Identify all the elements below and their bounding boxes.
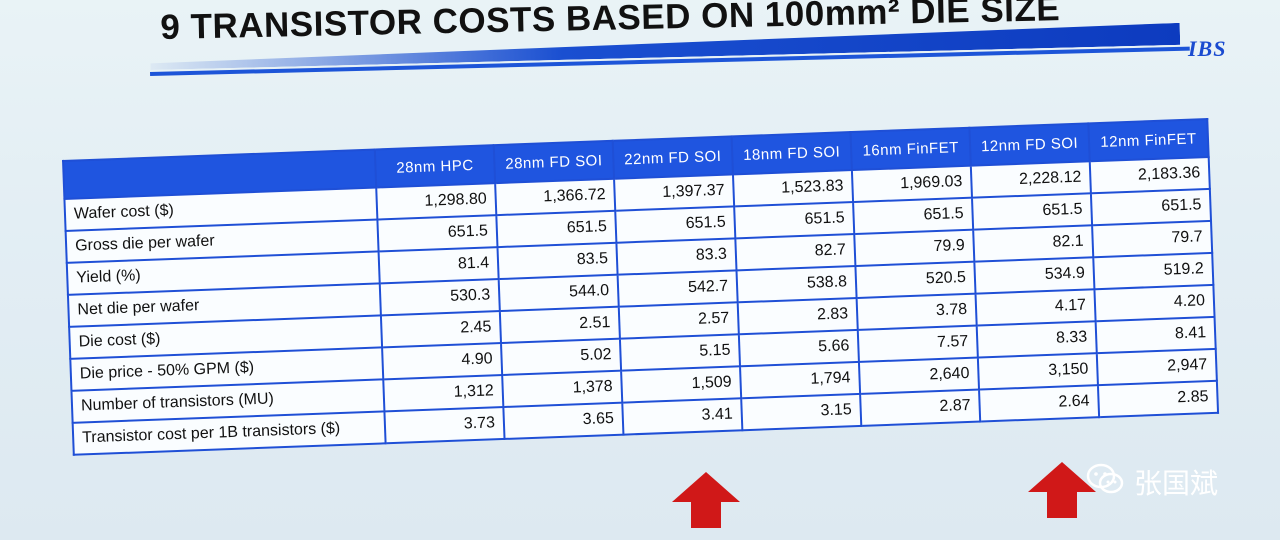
table-cell: 5.66 — [738, 329, 859, 367]
table-cell: 79.9 — [854, 229, 975, 266]
table-cell: 2,947 — [1096, 348, 1217, 386]
table-cell: 1,378 — [502, 370, 623, 407]
column-header: 28nm HPC — [374, 145, 496, 188]
table-cell: 3.73 — [384, 406, 505, 444]
table-cell: 651.5 — [734, 202, 855, 239]
table-cell: 1,298.80 — [376, 183, 497, 220]
table-cell: 8.33 — [976, 321, 1097, 358]
table-cell: 651.5 — [615, 206, 736, 243]
wechat-icon — [1086, 463, 1124, 502]
table-cell: 651.5 — [853, 197, 974, 235]
ibs-logo: IBS — [1188, 36, 1227, 61]
table-cell: 651.5 — [1090, 188, 1212, 226]
table-cell: 651.5 — [496, 210, 617, 248]
table-cell: 1,312 — [383, 375, 504, 412]
table-cell: 3.15 — [741, 393, 862, 431]
column-header: 16nm FinFET — [850, 127, 971, 171]
table-cell: 2.64 — [979, 385, 1100, 422]
table-cell: 1,969.03 — [851, 165, 972, 203]
cost-table-container: 28nm HPC 28nm FD SOI 22nm FD SOI 18nm FD… — [62, 118, 1219, 456]
table-cell: 1,794 — [740, 361, 861, 399]
table-cell: 1,523.83 — [732, 170, 854, 207]
table-cell: 519.2 — [1093, 252, 1214, 290]
table-cell: 79.7 — [1092, 220, 1213, 258]
watermark: 张国斌 — [1086, 462, 1218, 502]
table-cell: 83.5 — [497, 242, 618, 280]
table-cell: 2.51 — [499, 306, 620, 344]
table-cell: 82.1 — [973, 225, 1094, 262]
table-cell: 3.65 — [503, 402, 624, 439]
table-cell: 1,509 — [621, 366, 742, 403]
column-header: 22nm FD SOI — [612, 136, 733, 179]
table-cell: 8.41 — [1095, 316, 1216, 354]
table-cell: 651.5 — [377, 215, 498, 252]
table-cell: 1,397.37 — [614, 174, 735, 211]
column-header: 18nm FD SOI — [731, 132, 852, 175]
table-cell: 7.57 — [857, 325, 978, 362]
table-cell: 4.17 — [975, 289, 1096, 326]
watermark-text: 张国斌 — [1134, 467, 1219, 500]
table-cell: 4.20 — [1094, 284, 1215, 322]
column-header: 12nm FD SOI — [969, 123, 1090, 166]
table-cell: 5.02 — [501, 338, 622, 376]
table-cell: 5.15 — [619, 334, 741, 371]
table-cell: 534.9 — [974, 257, 1095, 294]
table-cell: 530.3 — [379, 279, 500, 316]
transistor-cost-table: 28nm HPC 28nm FD SOI 22nm FD SOI 18nm FD… — [62, 118, 1219, 456]
table-cell: 542.7 — [617, 270, 738, 307]
table-cell: 81.4 — [378, 247, 499, 284]
table-cell: 2,228.12 — [970, 161, 1091, 198]
table-cell: 651.5 — [971, 193, 1093, 230]
table-cell: 2.57 — [618, 302, 739, 339]
table-cell: 82.7 — [735, 234, 856, 271]
column-header: 12nm FinFET — [1088, 119, 1209, 162]
table-cell: 2.45 — [380, 311, 502, 348]
table-cell: 2.85 — [1097, 380, 1219, 418]
table-cell: 3.41 — [622, 398, 743, 435]
table-cell: 2,183.36 — [1089, 156, 1210, 194]
table-cell: 3.78 — [856, 293, 977, 330]
table-cell: 544.0 — [498, 274, 619, 312]
table-cell: 2.87 — [860, 389, 981, 426]
column-header: 28nm FD SOI — [493, 140, 615, 184]
table-cell: 520.5 — [855, 261, 976, 298]
table-cell: 2,640 — [858, 357, 980, 394]
table-cell: 1,366.72 — [495, 178, 616, 216]
table-cell: 538.8 — [736, 265, 857, 303]
table-cell: 3,150 — [977, 353, 1098, 390]
table-cell: 83.3 — [616, 238, 737, 275]
table-cell: 4.90 — [382, 343, 503, 380]
table-cell: 2.83 — [737, 297, 858, 335]
